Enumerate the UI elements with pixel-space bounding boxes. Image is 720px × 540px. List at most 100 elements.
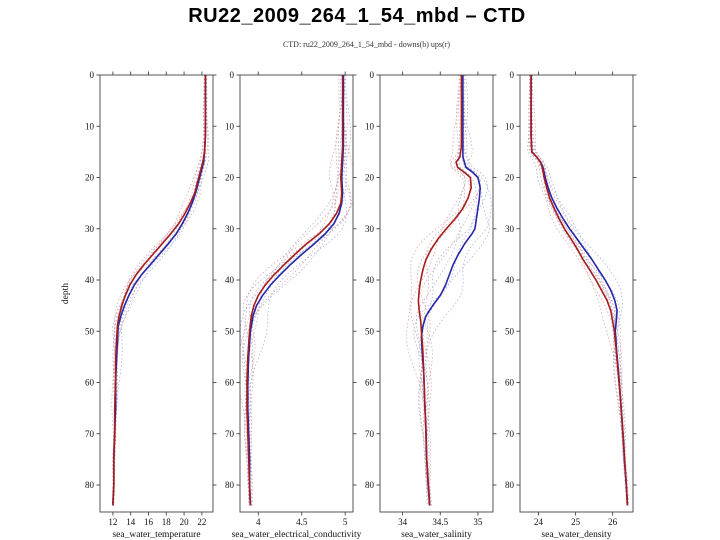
x-tick-label: 25 bbox=[571, 517, 581, 527]
ensemble-cast-line bbox=[413, 75, 488, 506]
x-tick-label: 4.5 bbox=[296, 517, 308, 527]
axis-box bbox=[99, 74, 214, 513]
ensemble-cast-line bbox=[242, 75, 344, 506]
y-tick-label: 0 bbox=[230, 70, 235, 80]
ensemble-cast-line bbox=[422, 75, 481, 506]
mean-cast-line-ups_r bbox=[417, 75, 473, 506]
data-lines bbox=[240, 75, 353, 506]
y-tick-label: 70 bbox=[225, 429, 235, 439]
data-lines bbox=[527, 75, 629, 506]
y-tick-label: 50 bbox=[225, 326, 235, 336]
ensemble-cast-line bbox=[248, 75, 353, 506]
y-tick-label: 30 bbox=[225, 224, 235, 234]
ensemble-cast-line bbox=[406, 75, 471, 506]
axis-box bbox=[379, 74, 494, 513]
subplot-conductivity: 4 4.5 501020304050607080sea_water_electric… bbox=[225, 70, 362, 540]
ensemble-cast-line bbox=[425, 75, 492, 506]
y-tick-label: 30 bbox=[505, 224, 515, 234]
y-tick-label: 20 bbox=[365, 173, 375, 183]
x-tick-label: 24 bbox=[534, 517, 544, 527]
x-tick-label: 35 bbox=[473, 517, 483, 527]
y-tick-label: 10 bbox=[365, 121, 375, 131]
x-axis-label: sea_water_temperature bbox=[112, 530, 200, 540]
x-axis-label: sea_water_density bbox=[541, 530, 611, 540]
x-tick-label: 12 bbox=[108, 517, 117, 527]
y-tick-label: 80 bbox=[365, 480, 375, 490]
ensemble-cast-line bbox=[529, 75, 628, 506]
ensemble-cast-line bbox=[112, 75, 207, 506]
x-tick-label: 16 bbox=[144, 517, 154, 527]
ensemble-cast-line bbox=[530, 75, 628, 506]
y-tick-label: 10 bbox=[85, 121, 95, 131]
y-tick-label: 70 bbox=[505, 429, 515, 439]
ensemble-cast-line bbox=[242, 75, 351, 506]
ensemble-cast-line bbox=[528, 75, 629, 506]
x-axis-label: sea_water_electrical_conductivity bbox=[232, 530, 362, 540]
y-tick-label: 0 bbox=[90, 70, 95, 80]
y-tick-label: 40 bbox=[85, 275, 95, 285]
data-lines bbox=[406, 75, 492, 506]
x-tick-label: 34 bbox=[398, 517, 408, 527]
x-tick-label: 5 bbox=[343, 517, 348, 527]
ensemble-cast-line bbox=[418, 75, 481, 506]
y-tick-label: 30 bbox=[365, 224, 375, 234]
ensemble-cast-line bbox=[113, 75, 208, 506]
y-tick-label: 50 bbox=[505, 326, 515, 336]
subplot-salinity: 34 34.5 35 0 10 20 30 40 50 60 70 80 sea_water_salin… bbox=[365, 70, 497, 540]
ensemble-cast-line bbox=[242, 75, 347, 506]
y-tick-label: 80 bbox=[85, 480, 95, 490]
x-tick-label: 4 bbox=[256, 517, 261, 527]
y-tick-label: 70 bbox=[365, 429, 375, 439]
ensemble-cast-line bbox=[240, 75, 344, 506]
data-lines bbox=[111, 75, 210, 506]
ensemble-cast-line bbox=[247, 75, 352, 506]
ensemble-cast-line bbox=[415, 75, 466, 506]
y-tick-label: 40 bbox=[365, 275, 375, 285]
x-tick-label: 20 bbox=[180, 517, 190, 527]
y-tick-label: 0 bbox=[370, 70, 375, 80]
ensemble-cast-line bbox=[527, 75, 628, 506]
ensemble-cast-line bbox=[112, 75, 207, 506]
y-tick-label: 70 bbox=[85, 429, 95, 439]
y-tick-label: 10 bbox=[225, 121, 235, 131]
ensemble-cast-line bbox=[531, 75, 628, 506]
y-tick-label: 20 bbox=[505, 173, 515, 183]
ensemble-cast-line bbox=[528, 75, 628, 506]
axis-box bbox=[519, 74, 634, 513]
ensemble-cast-line bbox=[418, 75, 477, 506]
x-tick-label: 26 bbox=[608, 517, 618, 527]
mean-cast-line-downs_b bbox=[530, 75, 629, 506]
ensemble-cast-line bbox=[530, 75, 629, 506]
ensemble-cast-line bbox=[531, 75, 629, 506]
slide-title: RU22_2009_264_1_54_mbd – CTD bbox=[188, 5, 526, 27]
y-tick-label: 40 bbox=[225, 275, 235, 285]
x-axis-label: sea_water_salinity bbox=[401, 530, 472, 540]
ensemble-cast-line bbox=[422, 75, 491, 506]
y-tick-label: 30 bbox=[85, 224, 95, 234]
y-tick-label: 60 bbox=[225, 378, 235, 388]
ensemble-cast-line bbox=[249, 75, 351, 506]
y-tick-label: 40 bbox=[505, 275, 515, 285]
y-tick-label: 50 bbox=[365, 326, 375, 336]
y-axis-label: depth bbox=[61, 283, 71, 304]
ensemble-cast-line bbox=[530, 75, 629, 506]
figure-subtitle: CTD: ru22_2009_264_1_54_mbd - downs(b) u… bbox=[282, 40, 451, 49]
y-tick-label: 80 bbox=[225, 480, 235, 490]
ensemble-cast-line bbox=[528, 75, 628, 506]
x-tick-label: 14 bbox=[126, 517, 136, 527]
ensemble-cast-line bbox=[111, 75, 205, 506]
x-tick-label: 18 bbox=[162, 517, 172, 527]
y-tick-label: 80 bbox=[505, 480, 515, 490]
axis-box bbox=[239, 74, 354, 513]
ensemble-cast-line bbox=[112, 75, 206, 506]
y-tick-label: 60 bbox=[85, 378, 95, 388]
ensemble-cast-line bbox=[240, 75, 340, 506]
mean-cast-line-ups_r bbox=[530, 75, 629, 506]
y-tick-label: 0 bbox=[510, 70, 515, 80]
subplot-density: 24 25 26 0 10 20 30 40 50 60 70 80 sea_water_density bbox=[505, 70, 637, 540]
y-tick-label: 50 bbox=[85, 326, 95, 336]
y-tick-label: 60 bbox=[505, 378, 515, 388]
y-tick-label: 20 bbox=[225, 173, 235, 183]
